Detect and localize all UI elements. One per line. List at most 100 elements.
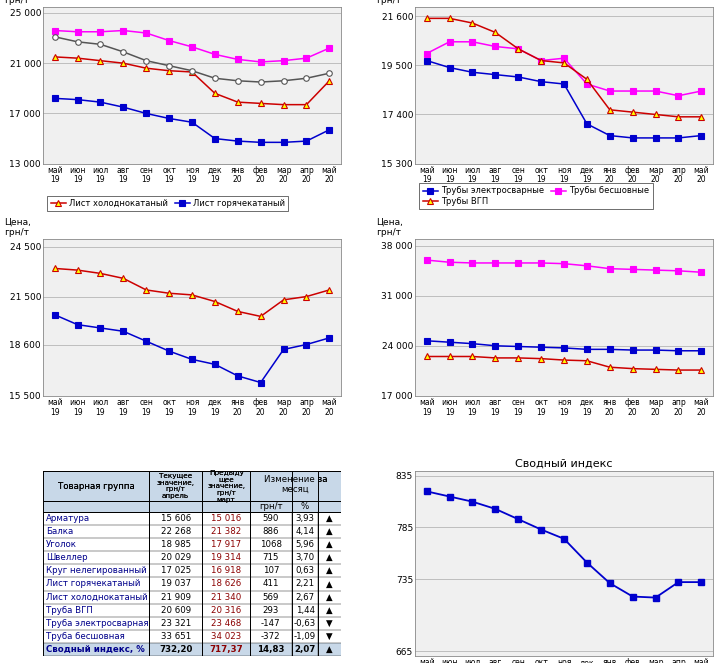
- Трубы электросварные: [559, 344, 568, 352]
- Text: 16 918: 16 918: [211, 566, 241, 575]
- Трубы бесшовные: [652, 266, 660, 274]
- Трубы электросварные: [423, 337, 431, 345]
- Text: 4,14: 4,14: [295, 527, 315, 536]
- Круг нелегированный: [468, 19, 477, 27]
- Полоса: [606, 87, 614, 95]
- Лист холоднокатаный: [96, 269, 104, 277]
- Арматура: [188, 118, 197, 126]
- Полоса: [423, 50, 431, 58]
- Text: 23 321: 23 321: [161, 619, 191, 628]
- Арматура: [142, 109, 150, 117]
- Text: 0,63: 0,63: [295, 566, 315, 575]
- Балка двутавровая: [96, 28, 104, 36]
- Лист холоднокатаный: [279, 296, 288, 304]
- Лист холоднокатаный: [165, 289, 174, 297]
- Line: Катанка: Катанка: [424, 58, 704, 141]
- Text: Балка: Балка: [46, 527, 73, 536]
- Text: 20 029: 20 029: [161, 553, 191, 562]
- Катанка: [582, 120, 591, 128]
- Трубы бесшовные: [514, 259, 523, 267]
- Уголок: [142, 64, 150, 72]
- Трубы ВГП: [445, 353, 454, 361]
- Лист горячекатаный: [96, 324, 104, 332]
- Лист горячекатаный: [142, 337, 150, 345]
- Text: 3,93: 3,93: [296, 514, 315, 522]
- Полоса: [652, 87, 660, 95]
- Text: ▲: ▲: [326, 593, 333, 601]
- Text: ▲: ▲: [326, 645, 333, 654]
- Швеллер: [142, 57, 150, 65]
- Катанка: [491, 71, 500, 79]
- Уголок: [325, 77, 333, 85]
- Text: 18 626: 18 626: [211, 579, 241, 589]
- Text: 21 909: 21 909: [161, 593, 191, 601]
- Швеллер: [188, 67, 197, 75]
- Круг нелегированный: [423, 15, 431, 23]
- Text: 19 314: 19 314: [211, 553, 241, 562]
- Text: 590: 590: [263, 514, 279, 522]
- Bar: [43, 577, 341, 591]
- Text: Текущее
значение,
грн/т
апрель: Текущее значение, грн/т апрель: [157, 473, 194, 499]
- Катанка: [468, 68, 477, 76]
- Text: Текущее
значение,
грн/т
апрель: Текущее значение, грн/т апрель: [157, 473, 194, 499]
- Лист холоднокатаный: [119, 274, 127, 282]
- Круг нелегированный: [491, 29, 500, 36]
- Text: -1,09: -1,09: [294, 632, 316, 641]
- Арматура: [210, 135, 219, 143]
- Круг нелегированный: [582, 76, 591, 84]
- Балка двутавровая: [73, 28, 82, 36]
- Text: ▲: ▲: [326, 514, 333, 522]
- Text: 2,67: 2,67: [295, 593, 315, 601]
- Катанка: [537, 78, 546, 86]
- Круг нелегированный: [514, 45, 523, 53]
- Полоса: [559, 54, 568, 62]
- Лист холоднокатаный: [302, 292, 311, 300]
- Балка двутавровая: [210, 50, 219, 58]
- Line: Круг нелегированный: Круг нелегированный: [424, 15, 704, 119]
- Швеллер: [50, 32, 59, 40]
- Text: 20 609: 20 609: [161, 606, 191, 615]
- Трубы электросварные: [491, 342, 500, 350]
- Лист горячекатаный: [233, 372, 242, 380]
- Лист горячекатаный: [50, 311, 59, 319]
- Уголок: [73, 54, 82, 62]
- Bar: [43, 538, 341, 551]
- Text: 3,70: 3,70: [295, 553, 315, 562]
- Катанка: [697, 131, 706, 139]
- Bar: [43, 471, 341, 501]
- Трубы бесшовные: [491, 259, 500, 267]
- Уголок: [233, 98, 242, 106]
- Трубы бесшовные: [629, 265, 637, 273]
- Балка двутавровая: [302, 54, 311, 62]
- Полоса: [629, 87, 637, 95]
- Лист горячекатаный: [119, 328, 127, 335]
- Text: -147: -147: [261, 619, 281, 628]
- Трубы электросварные: [652, 346, 660, 354]
- Bar: [43, 617, 341, 630]
- Катанка: [559, 80, 568, 88]
- Text: 107: 107: [263, 566, 279, 575]
- Трубы бесшовные: [559, 260, 568, 268]
- Text: Товарная группа: Товарная группа: [58, 481, 135, 491]
- Балка двутавровая: [50, 27, 59, 34]
- Text: 34 023: 34 023: [211, 632, 241, 641]
- Уголок: [302, 101, 311, 109]
- Text: 33 651: 33 651: [161, 632, 191, 641]
- Title: Сводный индекс: Сводный индекс: [516, 459, 613, 469]
- Балка двутавровая: [325, 44, 333, 52]
- Text: Изменение за
месяц: Изменение за месяц: [264, 475, 327, 494]
- Уголок: [279, 101, 288, 109]
- Катанка: [445, 64, 454, 72]
- Text: Цена,
грн/т: Цена, грн/т: [377, 217, 403, 237]
- Bar: [43, 501, 341, 512]
- Text: 14,83: 14,83: [257, 645, 284, 654]
- Круг нелегированный: [537, 56, 546, 64]
- Text: Труба электросварная: Труба электросварная: [46, 619, 148, 628]
- Катанка: [629, 134, 637, 142]
- Text: 21 340: 21 340: [211, 593, 241, 601]
- Трубы ВГП: [537, 355, 546, 363]
- Text: грн/т: грн/т: [259, 502, 283, 511]
- Text: Цена,
грн/т: Цена, грн/т: [377, 0, 403, 5]
- Трубы ВГП: [606, 363, 614, 371]
- Line: Трубы электросварные: Трубы электросварные: [424, 338, 704, 353]
